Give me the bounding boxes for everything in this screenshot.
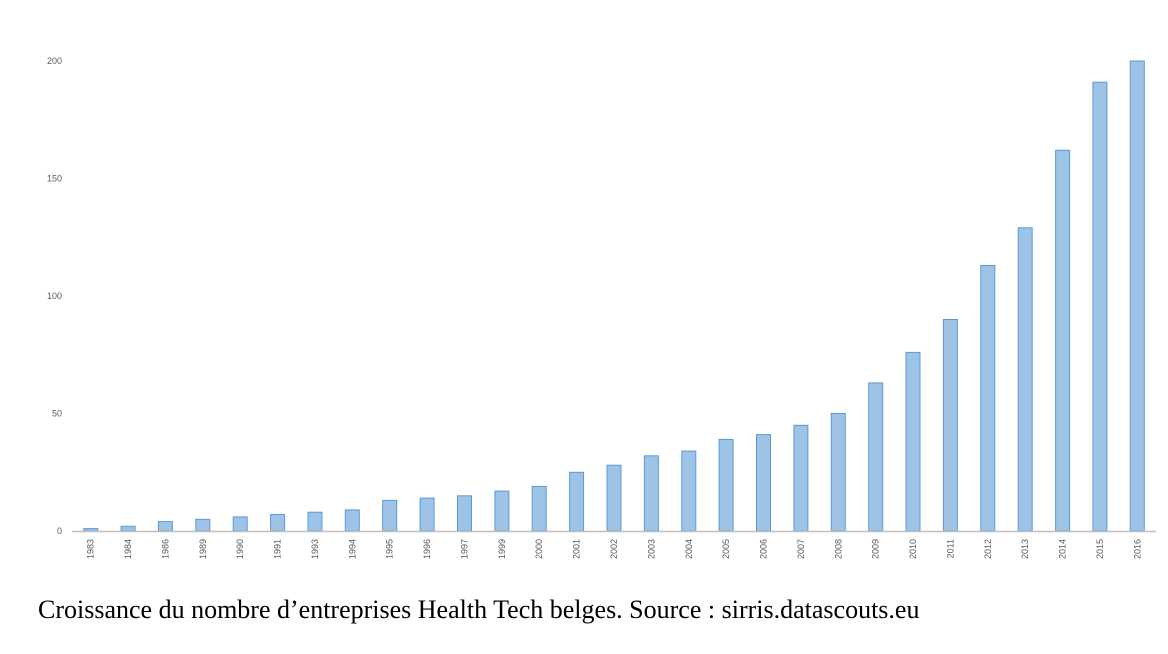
y-tick-label-0: 0 xyxy=(57,526,62,536)
bar-1994 xyxy=(344,509,360,532)
bar-1997 xyxy=(457,495,472,532)
bar-2011 xyxy=(942,319,958,532)
x-tick-label-2002: 2002 xyxy=(609,539,619,559)
bar-2012 xyxy=(980,265,996,532)
bar-2005 xyxy=(718,438,734,532)
x-axis-tick-labels: 1983 1984 1986 1989 1990 1991 1993 1994 1995 1996… xyxy=(86,539,1143,559)
y-tick-label-50: 50 xyxy=(52,409,62,419)
y-tick-label-200: 200 xyxy=(47,56,62,66)
y-tick-label-150: 150 xyxy=(47,174,62,184)
bar-2006 xyxy=(756,434,771,532)
bar-1986 xyxy=(157,521,173,532)
bar-2009 xyxy=(868,382,884,532)
x-tick-label-2008: 2008 xyxy=(833,539,843,559)
x-tick-label-1991: 1991 xyxy=(273,539,283,559)
y-axis-tick-labels: 0 50 100 150 200 xyxy=(47,56,62,536)
x-tick-label-2009: 2009 xyxy=(871,539,881,559)
x-tick-label-1997: 1997 xyxy=(459,539,469,559)
bar-2015 xyxy=(1092,81,1108,532)
bar-1995 xyxy=(382,499,398,532)
chart-svg: 0 50 100 150 200 1983 1984 1986 1989 1990 1991 199… xyxy=(47,56,1156,559)
bar-1983 xyxy=(83,528,99,532)
x-tick-label-1993: 1993 xyxy=(310,539,320,559)
x-tick-label-1986: 1986 xyxy=(160,539,170,559)
x-tick-label-2011: 2011 xyxy=(945,539,955,558)
bar-1999 xyxy=(494,490,510,532)
x-tick-label-2016: 2016 xyxy=(1132,539,1142,559)
bar-1990 xyxy=(232,516,248,532)
x-tick-label-1999: 1999 xyxy=(497,539,507,559)
bar-1996 xyxy=(419,497,435,532)
bar-1991 xyxy=(270,514,286,532)
x-tick-label-1984: 1984 xyxy=(123,539,133,559)
bar-2000 xyxy=(531,485,547,532)
bar-2004 xyxy=(681,450,697,532)
x-tick-label-2005: 2005 xyxy=(721,539,731,559)
x-tick-label-2006: 2006 xyxy=(759,539,769,559)
bar-1984 xyxy=(120,525,136,532)
x-tick-label-1983: 1983 xyxy=(86,539,96,559)
bar-2008 xyxy=(830,413,846,532)
bar-2013 xyxy=(1017,227,1033,532)
bar-2001 xyxy=(569,471,585,532)
x-tick-label-2014: 2014 xyxy=(1058,539,1068,559)
x-tick-label-2010: 2010 xyxy=(908,539,918,559)
bars xyxy=(83,60,1145,532)
x-tick-label-2012: 2012 xyxy=(983,539,993,559)
bar-2003 xyxy=(643,455,659,532)
bar-2010 xyxy=(905,351,921,532)
bar-1989 xyxy=(195,518,211,532)
x-tick-label-2013: 2013 xyxy=(1020,539,1030,559)
x-tick-label-1994: 1994 xyxy=(347,539,357,559)
x-tick-label-1989: 1989 xyxy=(198,539,208,559)
figure-caption: Croissance du nombre d’entreprises Healt… xyxy=(38,595,920,624)
x-tick-label-2003: 2003 xyxy=(646,539,656,559)
y-tick-label-100: 100 xyxy=(47,291,62,301)
x-tick-label-2000: 2000 xyxy=(534,539,544,559)
bar-1993 xyxy=(307,511,323,532)
bar-chart: 0 50 100 150 200 1983 1984 1986 1989 1990 1991 199… xyxy=(47,56,1156,559)
x-tick-label-1995: 1995 xyxy=(385,539,395,559)
bar-2016 xyxy=(1129,60,1145,532)
bar-2014 xyxy=(1055,149,1071,532)
x-tick-label-1990: 1990 xyxy=(235,539,245,559)
x-tick-label-1996: 1996 xyxy=(422,539,432,559)
x-tick-label-2007: 2007 xyxy=(796,539,806,559)
bar-2002 xyxy=(606,464,622,532)
bar-2007 xyxy=(793,424,809,532)
x-tick-label-2004: 2004 xyxy=(684,539,694,559)
x-tick-label-2015: 2015 xyxy=(1095,539,1105,559)
x-tick-label-2001: 2001 xyxy=(572,539,582,559)
